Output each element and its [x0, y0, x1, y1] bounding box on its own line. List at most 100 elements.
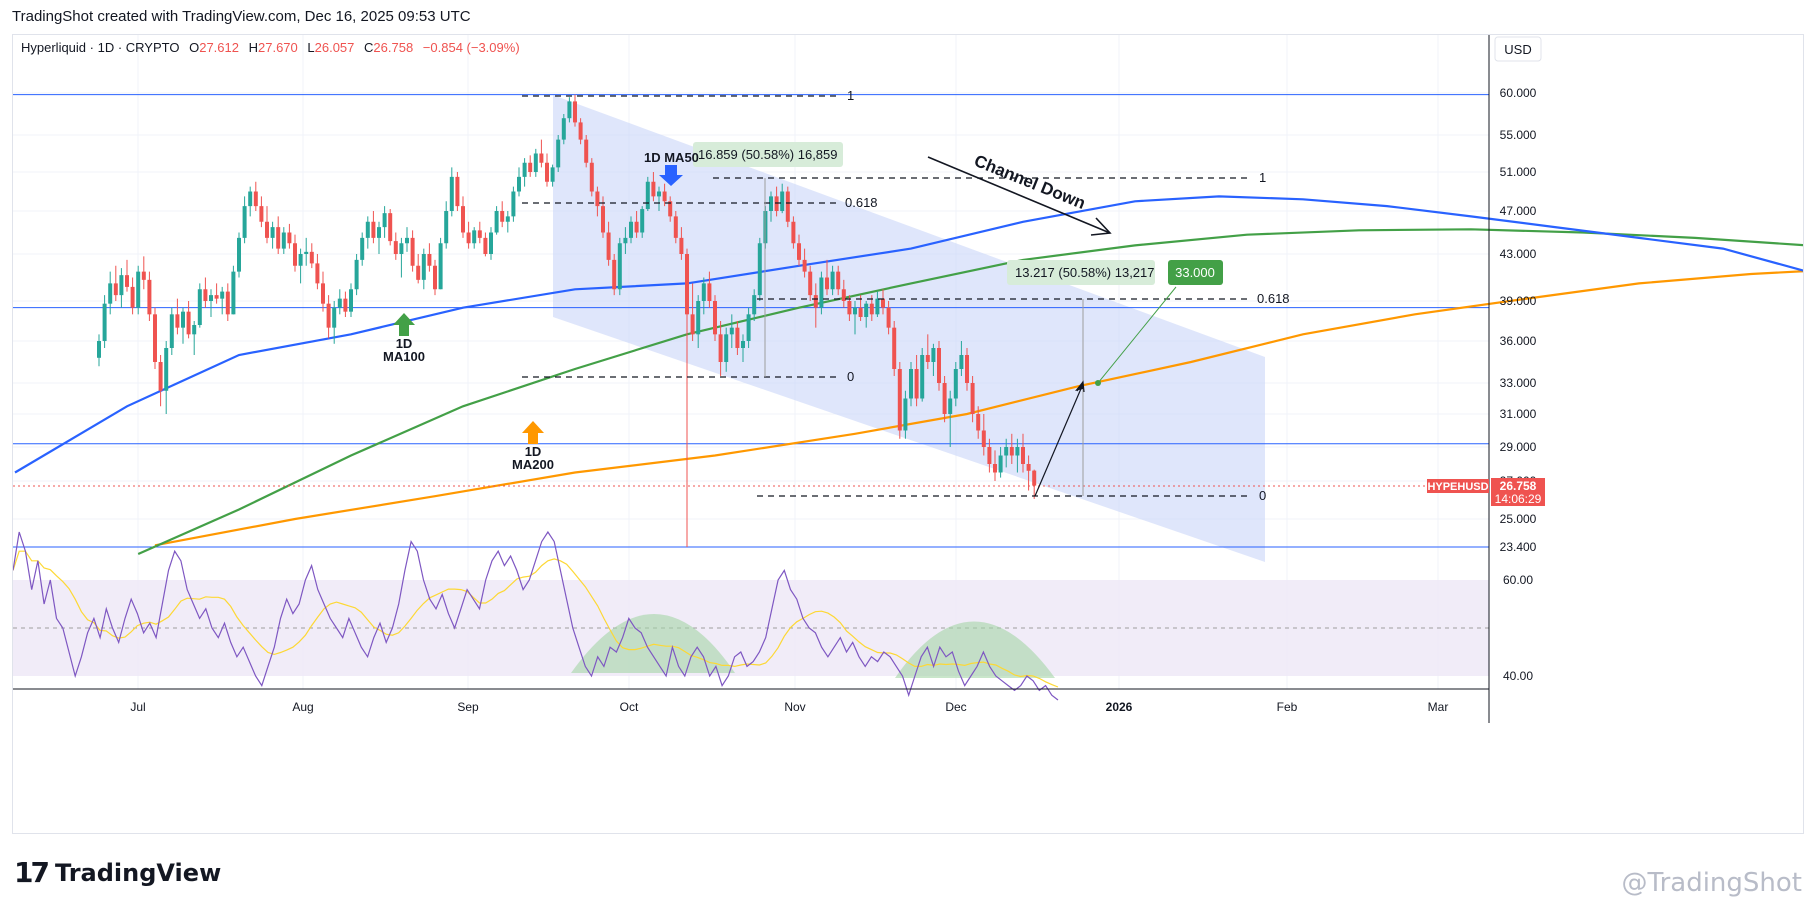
- target-label: 33.000: [1175, 265, 1215, 280]
- symbol-info: Hyperliquid · 1D · CRYPTO O27.612 H27.67…: [21, 40, 520, 55]
- candle-body: [164, 348, 169, 391]
- ma50-arrow-icon: [659, 165, 683, 186]
- candle-body: [545, 162, 549, 182]
- candle-body: [808, 271, 813, 296]
- candle-body: [623, 237, 628, 244]
- candle-body: [438, 243, 443, 290]
- time-tick-label: 2026: [1106, 700, 1133, 714]
- candle-body: [729, 327, 734, 335]
- candle-body: [270, 227, 275, 238]
- candle-body: [276, 227, 281, 249]
- channel-down-shape: [553, 95, 1265, 562]
- time-tick-label: Mar: [1428, 700, 1449, 714]
- ma200-label-2: MA200: [512, 457, 554, 472]
- rsi-dome-1: [571, 614, 735, 673]
- candle-body: [573, 101, 577, 123]
- candle-body: [718, 334, 723, 362]
- ma200-label-1: 1D: [525, 444, 542, 459]
- candle-body: [617, 243, 622, 290]
- candle-body: [242, 206, 247, 238]
- candle-body: [483, 237, 488, 254]
- candle-body: [903, 398, 908, 431]
- candle-body: [455, 176, 460, 207]
- candle-body: [550, 167, 555, 182]
- candle-body: [920, 355, 925, 399]
- candle-body: [713, 301, 717, 335]
- candle-body: [864, 303, 869, 317]
- candle-body: [147, 279, 152, 315]
- ma100-annotation: 1D MA100: [383, 313, 425, 364]
- candle-body: [153, 314, 157, 362]
- candle-body: [1026, 464, 1031, 471]
- candle-body: [214, 295, 219, 299]
- candle-body: [589, 162, 594, 192]
- ma100-arrow-icon: [393, 313, 415, 336]
- currency-button[interactable]: USD: [1494, 36, 1542, 62]
- candle-body: [953, 369, 958, 399]
- candle-body: [886, 307, 891, 328]
- candle-body: [981, 430, 986, 447]
- candle-body: [119, 275, 124, 296]
- fib1-top-label: 1: [847, 88, 854, 103]
- price-chart[interactable]: 1 0.618 0 1 0.618 0 16.859 (50.58%) 16,8…: [12, 35, 1812, 833]
- candle-body: [1015, 447, 1020, 456]
- candle-body: [741, 341, 745, 348]
- candle-body: [365, 221, 370, 238]
- candle-body: [349, 289, 353, 312]
- candle-body: [965, 355, 969, 383]
- badge-symbol: HYPEHUSD: [1427, 481, 1488, 493]
- svg-text:Hyperliquid · 1D · CRYPTO: Hyperliquid · 1D · CRYPTO O27.612 H27.67…: [21, 40, 520, 55]
- candle-body: [321, 283, 325, 304]
- candle-body: [892, 327, 897, 369]
- candle-body: [500, 211, 505, 222]
- candle-body: [130, 286, 135, 308]
- candle-body: [942, 383, 947, 414]
- candle-body: [337, 298, 342, 308]
- candle-body: [813, 295, 818, 308]
- ma100-line: [137, 228, 1812, 556]
- candle-body: [494, 211, 499, 233]
- candle-body: [909, 369, 913, 399]
- candle-body: [948, 398, 953, 414]
- tradingview-mark-icon: 17: [14, 856, 50, 889]
- candle-body: [326, 303, 331, 328]
- fib-retracement-1: 1 0.618 0: [522, 88, 878, 384]
- candle-body: [416, 265, 421, 280]
- candle-body: [449, 176, 454, 211]
- badge-countdown: 14:06:29: [1495, 492, 1542, 506]
- time-tick-label: Jul: [130, 700, 145, 714]
- price-tick-label: 31.000: [1500, 407, 1537, 421]
- candles: [97, 94, 1037, 547]
- candle-body: [253, 191, 258, 207]
- candle-body: [998, 455, 1003, 473]
- candle-body: [841, 289, 846, 301]
- candle-body: [220, 291, 225, 299]
- candle-body: [136, 271, 141, 308]
- candle-body: [802, 259, 807, 272]
- candle-body: [825, 277, 829, 290]
- candle-body: [869, 303, 874, 315]
- price-tick-label: 60.000: [1500, 86, 1537, 100]
- candle-body: [108, 283, 113, 304]
- candle-body: [937, 348, 941, 383]
- price-tick-label: 51.000: [1500, 165, 1537, 179]
- candle-body: [584, 139, 589, 163]
- candle-body: [528, 162, 533, 172]
- candle-body: [522, 162, 527, 177]
- high-value: 27.670: [258, 40, 298, 55]
- candle-body: [993, 464, 997, 473]
- candle-body: [192, 325, 197, 335]
- candle-body: [1021, 447, 1025, 464]
- candle-body: [405, 237, 409, 244]
- candle-body: [690, 314, 695, 335]
- candle-body: [97, 341, 101, 358]
- candle-body: [987, 447, 992, 464]
- candle-body: [427, 254, 432, 266]
- chart-header: TradingShot created with TradingView.com…: [12, 8, 471, 25]
- candle-body: [925, 355, 930, 362]
- candle-body: [539, 153, 544, 163]
- tradingview-logo[interactable]: 17 TradingView: [14, 856, 221, 889]
- time-tick-label: Dec: [945, 700, 966, 714]
- candle-body: [567, 101, 572, 119]
- price-tick-label: 33.000: [1500, 376, 1537, 390]
